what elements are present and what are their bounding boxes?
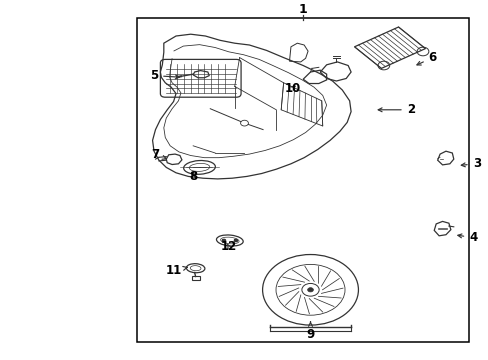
Text: 6: 6 [416, 51, 436, 65]
Text: 4: 4 [457, 231, 476, 244]
Text: 7: 7 [151, 148, 166, 161]
Text: 9: 9 [306, 322, 314, 341]
Text: 12: 12 [220, 240, 237, 253]
Text: 10: 10 [284, 82, 300, 95]
Circle shape [307, 288, 313, 292]
Text: 1: 1 [298, 3, 307, 15]
Bar [137, 18, 468, 342]
Text: 5: 5 [150, 69, 179, 82]
Circle shape [240, 120, 248, 126]
Circle shape [301, 283, 319, 296]
Text: 3: 3 [460, 157, 480, 170]
Text: 2: 2 [377, 103, 414, 116]
Text: 8: 8 [189, 170, 197, 183]
Text: 11: 11 [165, 264, 187, 277]
